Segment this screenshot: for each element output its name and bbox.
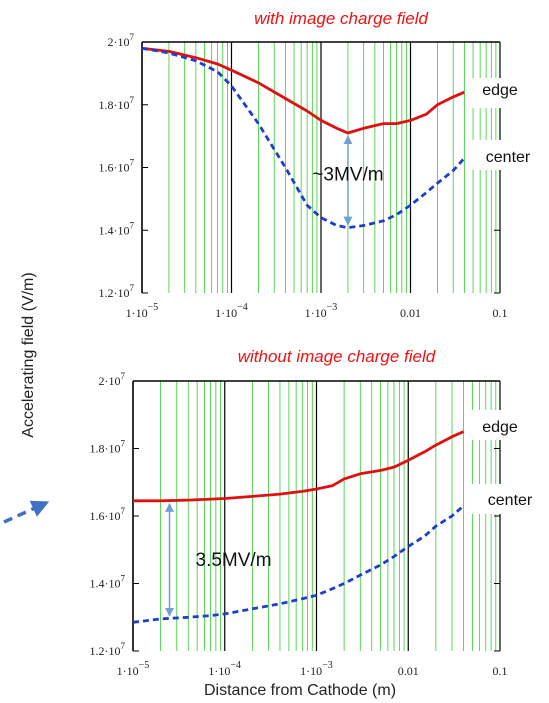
series-label-edge: edge [482,82,518,99]
series-label-box [472,484,548,514]
y-tick-label: 1.2·107 [99,283,135,300]
series-label-box [470,78,546,108]
y-tick-label: 1.8·107 [99,95,135,112]
y-tick-label: 2·107 [108,32,135,49]
x-tick-label: 1·10−3 [305,302,338,320]
y-tick-label: 1.6·107 [99,158,135,175]
grid [132,381,501,651]
y-axis-label: Accelerating field (V/m) [20,272,37,437]
x-tick-label: 1·10−3 [300,660,333,678]
annotation-label: 3.5MV/m [196,550,272,571]
series-label-center: center [488,492,533,509]
y-tick-label: 1.4·107 [99,220,135,237]
y-tick-label: 1.8·107 [90,439,126,456]
x-tick-label: 0.1 [493,306,508,320]
x-tick-label: 0.01 [398,664,419,678]
y-tick-label: 1.4·107 [90,574,126,591]
x-tick-label: 1·10−5 [126,302,159,320]
series-label-edge: edge [482,419,518,436]
chart-title: without image charge field [238,347,436,366]
series-line-center [141,46,466,230]
y-tick-label: 1.6·107 [90,506,126,523]
series-label-box [470,140,546,170]
chart-without-image-charge: without image charge field 1.2·107 1.4·107… [90,347,548,678]
chart-title: with image charge field [254,9,428,28]
y-tick-label: 1.2·107 [90,641,126,658]
series-line-edge [141,46,465,135]
chart-with-image-charge: with image charge field 1.2·107 1.4·107 1.6… [99,9,546,320]
x-tick-label: 1·10−4 [208,660,241,678]
y-tick-label: 2·107 [99,371,126,388]
grid [141,42,501,293]
series-label-box [470,410,546,440]
series-line-edge [133,430,465,503]
series-line-center [132,504,465,624]
x-tick-label: 1·10−4 [215,302,248,320]
x-tick-label: 0.1 [493,664,508,678]
x-tick-label: 1·10−5 [117,660,150,678]
x-axis-label: Distance from Cathode (m) [204,682,396,699]
pointer-arrow [3,500,50,524]
series-label-center: center [486,149,531,166]
annotation-label: ~3MV/m [312,164,383,185]
x-tick-label: 0.01 [400,306,421,320]
